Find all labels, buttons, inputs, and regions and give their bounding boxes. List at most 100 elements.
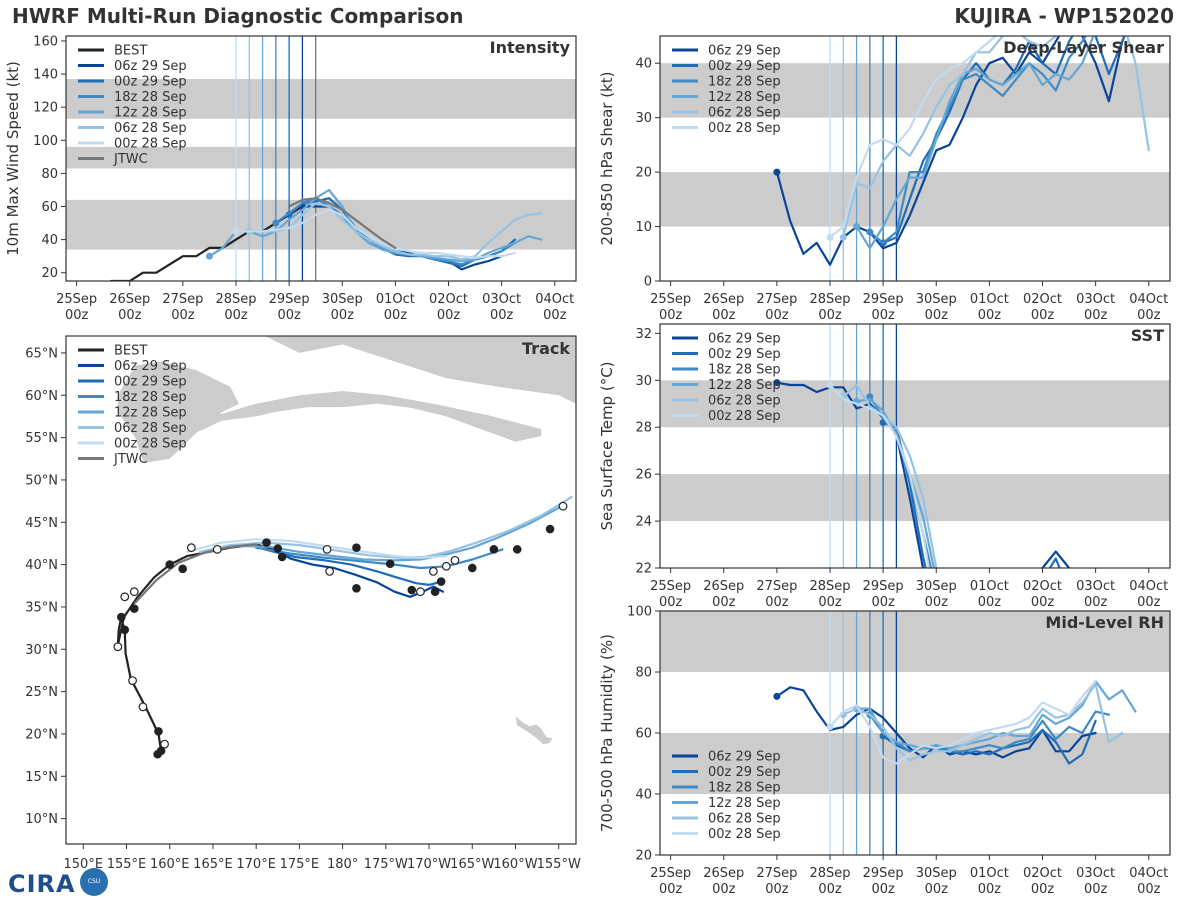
track-ytick-label: 60°N bbox=[25, 389, 58, 404]
track-xtick-label: 160°W bbox=[493, 857, 537, 872]
track-legend-label: 06z 29 Sep bbox=[114, 359, 187, 374]
intensity-legend-label: 18z 28 Sep bbox=[114, 90, 187, 105]
land-aleutians bbox=[169, 391, 542, 442]
shear-legend-label: 06z 28 Sep bbox=[708, 106, 781, 121]
rh-series-18z-28-sep bbox=[868, 710, 1111, 753]
sst-xtick-label: 00z bbox=[712, 595, 736, 610]
sst-legend-label: 06z 29 Sep bbox=[708, 332, 781, 347]
sst-chart: 22242628303225Sep00z26Sep00z27Sep00z28Se… bbox=[598, 323, 1171, 610]
track-legend-label: BEST bbox=[114, 344, 147, 359]
shear-series-start-marker bbox=[826, 233, 834, 241]
sst-frame bbox=[659, 323, 1171, 569]
shear-xtick-label: 30Sep bbox=[916, 292, 957, 307]
track-position-marker bbox=[489, 545, 499, 554]
intensity-xtick-label: 28Sep bbox=[215, 292, 256, 307]
track-series-18z-28-sep bbox=[255, 546, 504, 570]
track-plot-area bbox=[113, 336, 576, 759]
intensity-ytick-label: 60 bbox=[41, 200, 58, 215]
track-ytick-label: 10°N bbox=[25, 812, 58, 827]
sst-xtick-label: 00z bbox=[1137, 595, 1161, 610]
track-xtick-label: 155°W bbox=[537, 857, 581, 872]
rh-series-start-marker bbox=[773, 692, 781, 700]
shear-legend-label: 00z 29 Sep bbox=[708, 59, 781, 74]
rh-band bbox=[660, 733, 1170, 794]
shear-frame bbox=[659, 35, 1171, 282]
track-ytick-label: 40°N bbox=[25, 558, 58, 573]
sst-xtick-label: 27Sep bbox=[756, 579, 797, 594]
intensity-xtick-label: 00z bbox=[490, 308, 514, 323]
intensity-xtick-label: 00z bbox=[331, 308, 355, 323]
rh-band bbox=[660, 611, 1170, 672]
track-position-marker bbox=[178, 564, 187, 574]
rh-xtick-label: 27Sep bbox=[756, 866, 797, 881]
track-xtick-label: 160°E bbox=[150, 857, 190, 872]
shear-xtick-label: 27Sep bbox=[756, 292, 797, 307]
rh-xtick-label: 01Oct bbox=[970, 866, 1009, 881]
track-position-marker-open bbox=[160, 739, 169, 749]
shear-xtick-label: 29Sep bbox=[863, 292, 904, 307]
track-position-marker-open bbox=[120, 592, 130, 602]
shear-xtick-label: 00z bbox=[818, 308, 842, 323]
track-position-marker bbox=[273, 544, 283, 553]
intensity-xtick-label: 25Sep bbox=[56, 292, 97, 307]
intensity-xtick-label: 00z bbox=[277, 308, 301, 323]
sst-ytick-label: 32 bbox=[635, 327, 652, 342]
intensity-series-06z-28-sep bbox=[248, 202, 543, 261]
intensity-ylabel: 10m Max Wind Speed (kt) bbox=[4, 61, 22, 256]
track-ytick-label: 30°N bbox=[25, 643, 58, 658]
intensity-xtick-label: 02Oct bbox=[429, 292, 468, 307]
sst-series-06z-29-sep bbox=[775, 381, 1071, 568]
intensity-ytick-label: 100 bbox=[33, 134, 58, 149]
shear-xtick-label: 04Oct bbox=[1129, 292, 1168, 307]
sst-ytick-label: 26 bbox=[635, 468, 652, 483]
intensity-xtick-label: 00z bbox=[543, 308, 567, 323]
track-xtick-label: 165°W bbox=[450, 857, 494, 872]
track-position-marker-open bbox=[186, 543, 196, 553]
sst-legend-label: 00z 28 Sep bbox=[708, 409, 781, 424]
sst-xtick-label: 01Oct bbox=[970, 579, 1009, 594]
track-position-marker bbox=[154, 727, 163, 736]
shear-series-start-marker bbox=[866, 228, 874, 236]
rh-series-00z-28-sep bbox=[828, 679, 1097, 765]
intensity-ytick-label: 40 bbox=[41, 233, 58, 248]
intensity-xtick-label: 00z bbox=[384, 308, 408, 323]
sst-legend-label: 06z 28 Sep bbox=[708, 394, 781, 409]
track-frame bbox=[65, 335, 577, 845]
track-position-marker-open bbox=[113, 642, 123, 652]
intensity-series-start-marker bbox=[272, 219, 280, 227]
sst-ylabel: Sea Surface Temp (°C) bbox=[598, 361, 616, 530]
intensity-xtick-label: 04Oct bbox=[535, 292, 574, 307]
track-series-jtwc bbox=[134, 543, 258, 604]
track-series-12z-28-sep bbox=[211, 506, 560, 562]
sst-xtick-label: 26Sep bbox=[703, 579, 744, 594]
intensity-xtick-label: 30Sep bbox=[322, 292, 363, 307]
intensity-legend-label: 00z 28 Sep bbox=[114, 137, 187, 152]
intensity-xtick-label: 00z bbox=[171, 308, 195, 323]
shear-ytick-label: 10 bbox=[635, 220, 652, 235]
track-position-marker bbox=[262, 538, 271, 547]
intensity-xtick-label: 29Sep bbox=[269, 292, 310, 307]
sst-series-00z-28-sep bbox=[828, 383, 930, 568]
rh-series-06z-28-sep bbox=[842, 683, 1124, 762]
track-position-marker-open bbox=[138, 702, 148, 712]
shear-xtick-label: 00z bbox=[1137, 308, 1161, 323]
intensity-series-12z-28-sep bbox=[208, 188, 543, 263]
rh-ytick-label: 20 bbox=[635, 849, 652, 864]
storm-id-title: KUJIRA - WP152020 bbox=[954, 4, 1174, 28]
sst-xtick-label: 00z bbox=[1084, 595, 1108, 610]
shear-legend-label: 18z 28 Sep bbox=[708, 75, 781, 90]
track-ytick-label: 45°N bbox=[25, 516, 58, 531]
rh-legend-label: 06z 29 Sep bbox=[708, 750, 781, 765]
track-position-marker-open bbox=[322, 544, 332, 554]
rh-chart: 2040608010025Sep00z26Sep00z27Sep00z28Sep… bbox=[598, 605, 1171, 897]
rh-xtick-label: 26Sep bbox=[703, 866, 744, 881]
rh-legend-label: 12z 28 Sep bbox=[708, 796, 781, 811]
track-position-marker-open bbox=[428, 566, 438, 576]
rh-ytick-label: 40 bbox=[635, 788, 652, 803]
rh-xtick-label: 00z bbox=[1084, 882, 1108, 897]
rh-xtick-label: 00z bbox=[925, 882, 949, 897]
rh-legend-label: 18z 28 Sep bbox=[708, 781, 781, 796]
